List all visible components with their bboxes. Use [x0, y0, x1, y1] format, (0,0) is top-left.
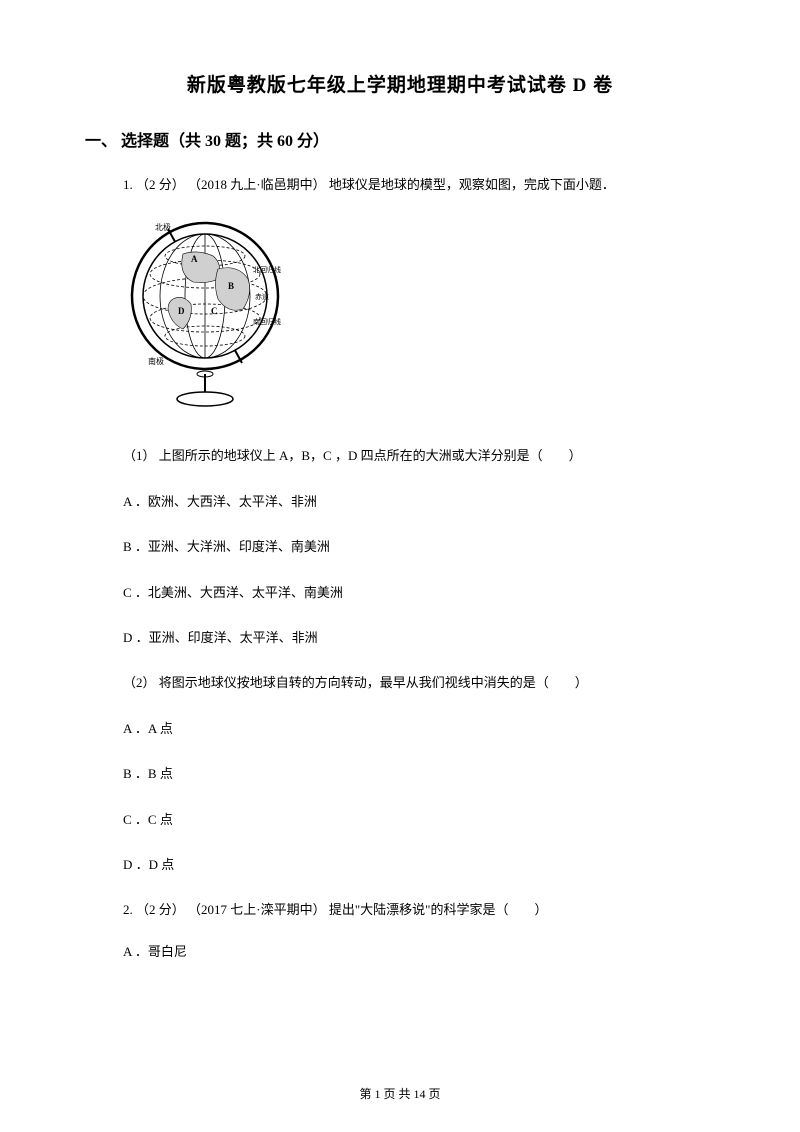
- q1-sub2-option-d: D ．D 点: [123, 853, 715, 876]
- question-2-intro: 2. （2 分） （2017 七上·滦平期中） 提出"大陆漂移说"的科学家是（ …: [123, 898, 715, 921]
- question-1-intro: 1. （2 分） （2018 九上·临邑期中） 地球仪是地球的模型，观察如图，完…: [123, 173, 715, 196]
- q2-option-a: A ．哥白尼: [123, 940, 715, 963]
- q1-sub1-option-a: A ．欧洲、大西洋、太平洋、非洲: [123, 490, 715, 513]
- svg-text:C: C: [211, 306, 218, 316]
- svg-text:赤道: 赤道: [255, 292, 269, 301]
- q1-sub2-option-c: C ．C 点: [123, 808, 715, 831]
- q1-sub1-option-d: D ．亚洲、印度洋、太平洋、非洲: [123, 626, 715, 649]
- q1-sub1-option-b: B ．亚洲、大洋洲、印度洋、南美洲: [123, 535, 715, 558]
- q1-sub1-option-c: C ．北美洲、大西洋、太平洋、南美洲: [123, 581, 715, 604]
- svg-text:北极: 北极: [155, 222, 171, 232]
- question-1-sub2: （2） 将图示地球仪按地球自转的方向转动，最早从我们视线中消失的是（ ）: [123, 671, 715, 694]
- question-1-sub1: （1） 上图所示的地球仪上 A，B，C ，D 四点所在的大洲或大洋分别是（ ）: [123, 444, 715, 467]
- globe-image: 北极 南极 A B C D 北回归线 赤道 南回归线: [123, 214, 715, 414]
- section-header: 一、 选择题（共 30 题；共 60 分）: [85, 127, 715, 151]
- svg-text:B: B: [228, 281, 234, 291]
- svg-text:D: D: [178, 306, 185, 316]
- q1-sub2-option-a: A ．A 点: [123, 717, 715, 740]
- globe-icon: 北极 南极 A B C D 北回归线 赤道 南回归线: [123, 214, 288, 409]
- q1-sub2-option-b: B ．B 点: [123, 762, 715, 785]
- svg-text:北回归线: 北回归线: [253, 265, 281, 274]
- page-title: 新版粤教版七年级上学期地理期中考试试卷 D 卷: [85, 70, 715, 97]
- svg-text:南回归线: 南回归线: [253, 317, 281, 326]
- page-footer: 第 1 页 共 14 页: [0, 1085, 800, 1102]
- svg-text:南极: 南极: [148, 356, 164, 366]
- svg-text:A: A: [191, 254, 198, 264]
